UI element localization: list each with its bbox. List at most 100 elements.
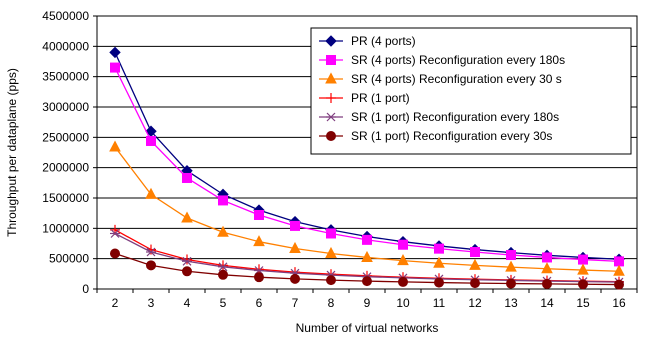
marker-shape	[506, 278, 516, 289]
x-tick-label: 11	[433, 296, 446, 310]
data-point	[361, 250, 373, 262]
x-tick-label: 15	[576, 296, 590, 310]
data-point	[254, 272, 264, 283]
data-point	[397, 254, 409, 266]
marker-shape	[361, 250, 373, 262]
legend-label: SR (1 port) Reconfiguration every 180s	[351, 110, 559, 124]
marker-shape	[290, 273, 300, 284]
marker-shape	[181, 211, 193, 223]
y-tick-label: 2500000	[42, 130, 89, 144]
x-tick-label: 5	[220, 296, 227, 310]
marker-shape	[578, 254, 588, 265]
data-point	[217, 225, 229, 237]
y-axis-label: Throughput per dataplane (pps)	[5, 68, 19, 237]
marker-shape	[217, 225, 229, 237]
marker-shape	[218, 269, 228, 280]
legend-label: PR (4 ports)	[351, 34, 416, 48]
data-point	[398, 239, 408, 250]
data-point	[614, 279, 624, 290]
data-point	[109, 140, 121, 152]
y-tick-label: 4000000	[42, 39, 89, 53]
series-2	[110, 62, 624, 267]
x-tick-label: 14	[540, 296, 554, 310]
marker-shape	[577, 263, 589, 275]
legend-label: PR (1 port)	[351, 91, 410, 105]
data-point	[362, 234, 372, 245]
data-point	[182, 172, 192, 183]
marker-shape	[145, 187, 157, 199]
data-point	[541, 262, 553, 274]
legend-marker	[325, 72, 337, 84]
series-6	[110, 248, 624, 290]
x-axis-label: Number of virtual networks	[296, 321, 439, 335]
marker-shape	[109, 46, 121, 59]
data-point	[613, 264, 625, 276]
data-point	[578, 254, 588, 265]
marker-shape	[397, 254, 409, 266]
marker-shape	[218, 195, 228, 206]
marker-shape	[505, 260, 517, 272]
y-tick-label: 2000000	[42, 161, 89, 175]
data-point	[542, 252, 552, 263]
legend-item: SR (1 port) Reconfiguration every 30s	[319, 129, 552, 143]
x-tick-label: 8	[328, 296, 335, 310]
x-tick-label: 4	[184, 296, 191, 310]
marker-shape	[325, 72, 337, 84]
data-point	[542, 278, 552, 289]
marker-shape	[290, 220, 300, 231]
x-tick-label: 2	[112, 296, 119, 310]
y-tick-label: 500000	[49, 252, 89, 266]
marker-shape	[434, 277, 444, 288]
legend-marker	[326, 55, 336, 65]
data-point	[325, 246, 337, 259]
legend-label: SR (4 ports) Reconfiguration every 30 s	[351, 72, 562, 86]
marker-shape	[289, 241, 301, 253]
legend-item: PR (1 port)	[319, 91, 410, 105]
marker-shape	[470, 246, 480, 257]
marker-shape	[218, 262, 228, 272]
data-point	[146, 135, 156, 146]
x-tick-label: 16	[612, 296, 626, 310]
data-point	[109, 46, 121, 59]
data-point	[506, 278, 516, 289]
data-point	[182, 256, 192, 266]
x-tick-label: 3	[148, 296, 155, 310]
data-point	[218, 260, 228, 271]
marker-shape	[362, 234, 372, 245]
marker-shape	[326, 112, 336, 122]
marker-shape	[614, 256, 624, 267]
data-point	[470, 246, 480, 257]
data-point	[182, 254, 192, 265]
y-tick-label: 3000000	[42, 100, 89, 114]
marker-shape	[325, 246, 337, 259]
data-point	[110, 248, 120, 259]
legend-box	[310, 27, 632, 155]
y-axis-ticks: 0 500000 1000000 1500000 2000000 2500000 30000…	[42, 9, 97, 296]
data-point	[506, 250, 516, 261]
data-point	[146, 247, 156, 257]
y-tick-label: 4500000	[42, 9, 89, 23]
marker-shape	[326, 228, 336, 239]
marker-shape	[542, 278, 552, 289]
x-tick-label: 13	[504, 296, 518, 310]
data-point	[218, 262, 228, 272]
data-point	[469, 258, 481, 270]
data-point	[578, 279, 588, 290]
marker-shape	[398, 276, 408, 287]
legend-marker	[326, 93, 336, 103]
marker-shape	[470, 278, 480, 289]
data-point	[505, 260, 517, 272]
marker-shape	[433, 256, 445, 268]
marker-shape	[578, 279, 588, 290]
marker-shape	[325, 35, 337, 47]
data-point	[434, 277, 444, 288]
data-point	[290, 220, 300, 231]
marker-shape	[109, 140, 121, 152]
data-point	[145, 187, 157, 199]
data-point	[434, 243, 444, 254]
marker-shape	[254, 272, 264, 283]
x-tick-label: 12	[468, 296, 482, 310]
legend-item: SR (4 ports) Reconfiguration every 30 s	[319, 72, 562, 86]
y-tick-label: 1500000	[42, 191, 89, 205]
marker-shape	[326, 131, 336, 141]
